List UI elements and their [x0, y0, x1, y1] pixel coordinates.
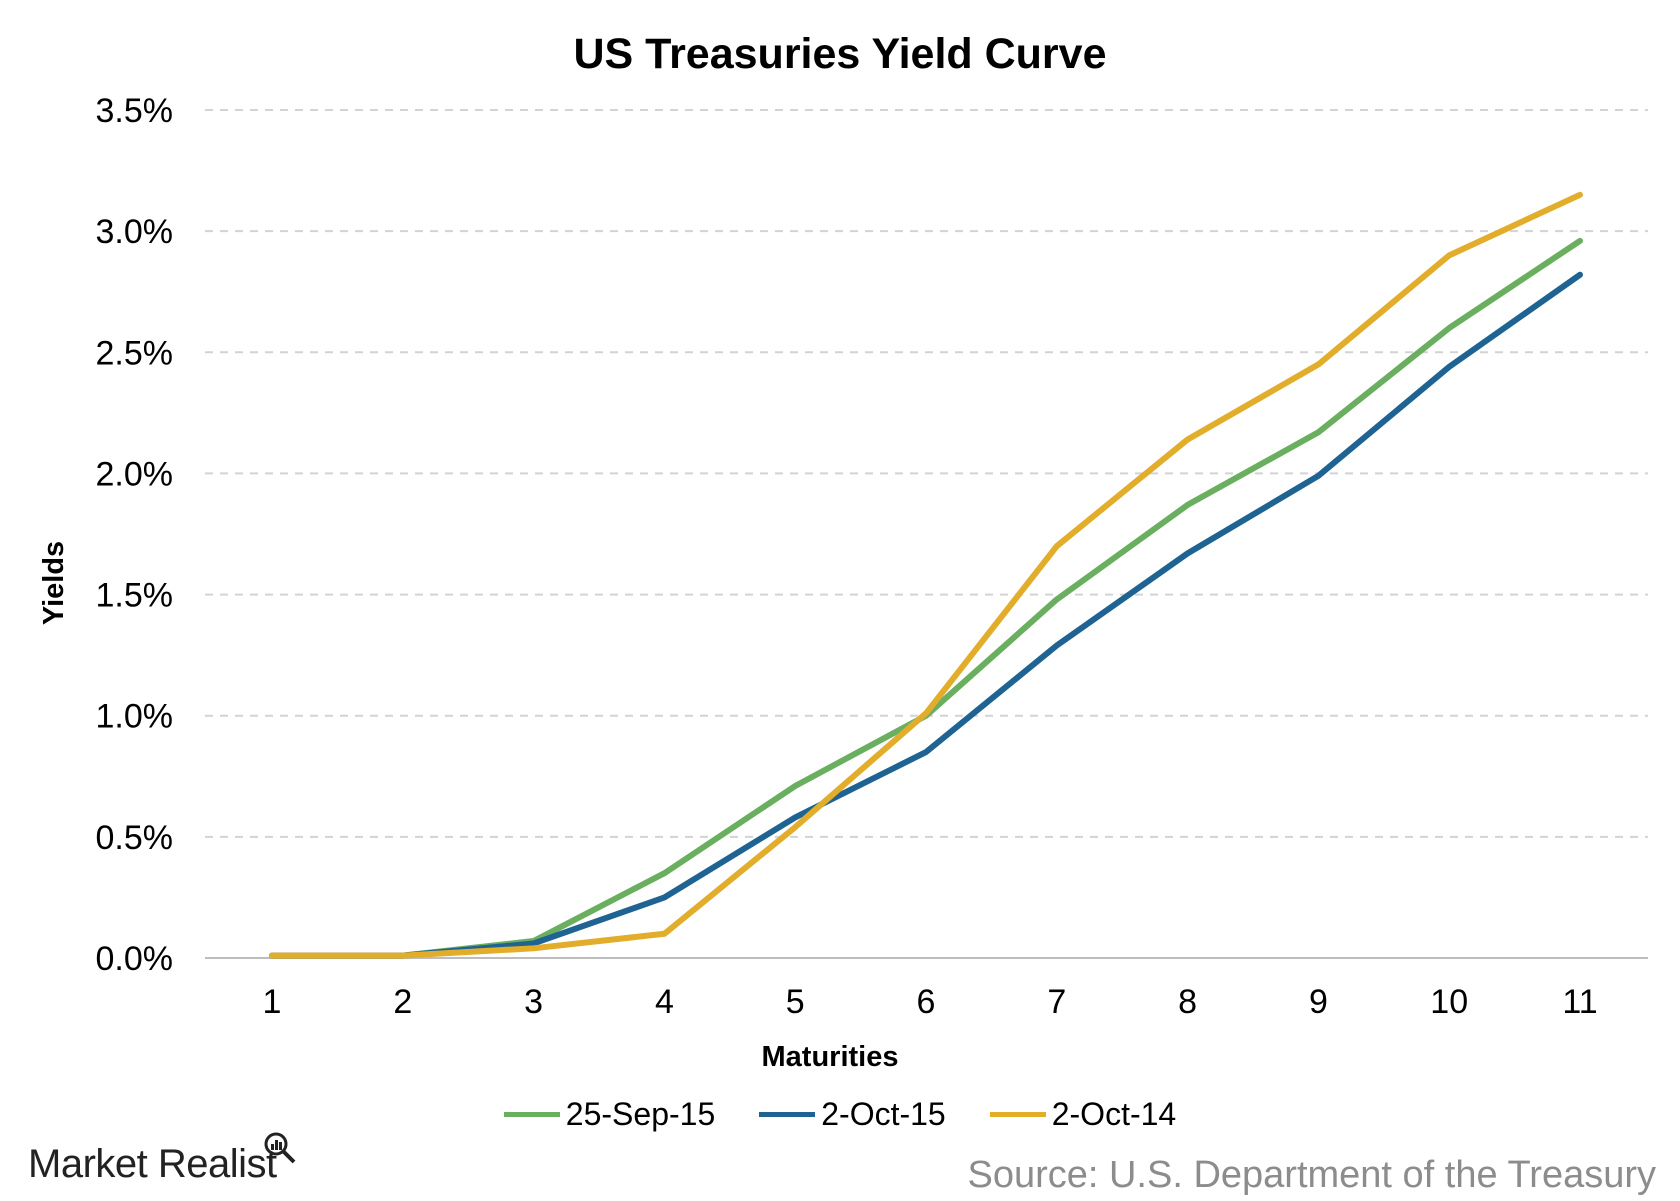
x-tick-label: 3: [524, 983, 543, 1021]
x-tick-label: 5: [786, 983, 805, 1021]
legend-label: 25-Sep-15: [565, 1096, 716, 1132]
x-tick-label: 6: [917, 983, 936, 1021]
legend-item-series-2: 2-Oct-14: [989, 1096, 1177, 1133]
source-note: Source: U.S. Department of the Treasury: [967, 1154, 1656, 1196]
series-line-0: [269, 237, 1583, 959]
x-tick-label: 2: [393, 983, 412, 1021]
y-tick-label: 1.0%: [96, 698, 174, 736]
y-tick-label: 2.5%: [96, 334, 174, 372]
legend-swatch: [759, 1112, 816, 1117]
y-axis-title: Yields: [38, 541, 70, 625]
y-tick-label: 2.0%: [96, 455, 174, 493]
x-tick-label: 10: [1430, 983, 1468, 1021]
series-line-2: [269, 191, 1583, 959]
legend-swatch: [989, 1112, 1046, 1117]
y-tick-label: 3.5%: [96, 92, 174, 130]
y-tick-label: 0.5%: [96, 819, 174, 857]
legend-label: 2-Oct-14: [1051, 1096, 1177, 1132]
x-tick-label: 1: [263, 983, 282, 1021]
magnifier-chart-icon: [264, 1132, 296, 1164]
market-realist-logo: Market Realist: [28, 1142, 277, 1186]
legend-item-series-0: 25-Sep-15: [503, 1096, 716, 1133]
y-tick-label: 0.0%: [96, 940, 174, 978]
legend-label: 2-Oct-15: [821, 1096, 946, 1132]
x-tick-label: 9: [1309, 983, 1328, 1021]
y-tick-label: 3.0%: [96, 213, 174, 251]
chart-title: US Treasuries Yield Curve: [573, 30, 1107, 78]
legend-swatch: [503, 1112, 560, 1117]
x-tick-label: 4: [655, 983, 674, 1021]
legend-item-series-1: 2-Oct-15: [759, 1096, 946, 1133]
x-tick-label: 11: [1562, 983, 1597, 1021]
x-axis-title: Maturities: [762, 1041, 899, 1073]
series-line-1: [269, 271, 1583, 959]
y-tick-label: 1.5%: [96, 577, 174, 615]
x-tick-label: 8: [1178, 983, 1197, 1021]
legend: 25-Sep-15 2-Oct-15 2-Oct-14: [0, 1096, 1680, 1133]
x-tick-label: 7: [1047, 983, 1066, 1021]
